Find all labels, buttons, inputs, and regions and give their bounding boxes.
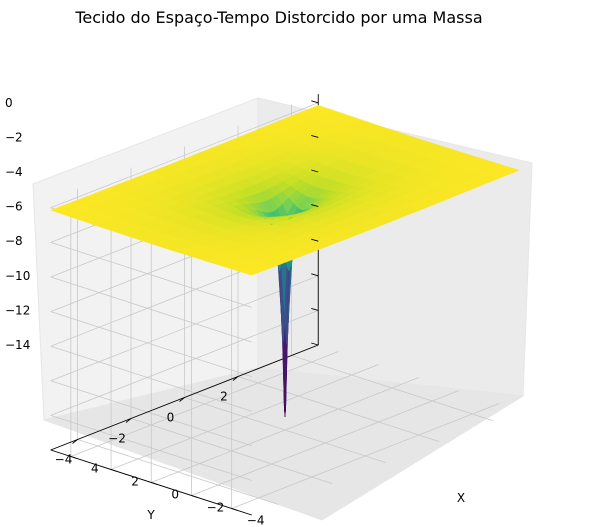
x-tick-mark	[191, 495, 198, 498]
grid-line	[50, 242, 252, 308]
grid-line	[70, 351, 339, 457]
z-tick-label: −6	[5, 200, 23, 214]
grid-line	[50, 345, 252, 412]
grid-line	[291, 355, 493, 421]
grid-line	[50, 310, 319, 416]
grid-line	[110, 364, 379, 470]
x-axis-label: X	[457, 491, 465, 505]
grid-lines	[50, 102, 500, 516]
z-tick-label: −8	[5, 234, 23, 248]
x-tick-mark	[231, 508, 238, 511]
z-tick-label: −14	[5, 338, 30, 352]
z-tick-mark	[311, 273, 319, 277]
z-tick-mark	[311, 134, 319, 138]
z-tick-label: −2	[5, 130, 23, 144]
x-tick-mark	[151, 482, 158, 485]
grid-line	[50, 311, 252, 377]
z-tick-mark	[311, 238, 319, 242]
y-tick-mark	[125, 418, 132, 423]
z-tick-mark	[311, 100, 319, 104]
chart-title: Tecido do Espaço-Tempo Distorcido por um…	[74, 8, 482, 27]
y-tick-mark	[232, 376, 239, 381]
grid-line	[184, 397, 386, 463]
z-tick-label: −12	[5, 303, 30, 317]
z-tick-mark	[311, 342, 319, 346]
x-tick-mark	[110, 469, 118, 472]
y-tick-label: −4	[55, 453, 73, 467]
z-tick-mark	[311, 204, 319, 208]
grid-line	[50, 275, 319, 382]
grid-line	[50, 415, 252, 481]
z-tick-label: 0	[5, 96, 13, 110]
y-tick-mark	[72, 439, 78, 444]
x-tick-mark	[70, 456, 77, 459]
grid-line	[50, 276, 252, 343]
grid-line	[237, 376, 440, 442]
x-tick-label: −2	[207, 501, 225, 515]
z-tick-label: −10	[5, 269, 30, 283]
surface-plot	[50, 104, 520, 417]
z-tick-label: −4	[5, 165, 23, 179]
z-tick-mark	[311, 169, 319, 173]
grid-line	[50, 102, 319, 209]
x-tick-label: 0	[171, 488, 179, 502]
z-tick-mark	[311, 307, 319, 311]
x-tick-label: 2	[131, 475, 139, 489]
y-tick-label: 0	[167, 411, 175, 425]
y-tick-mark	[179, 397, 185, 402]
grid-line	[50, 380, 252, 447]
y-axis-label: Y	[146, 508, 155, 522]
surface-patch	[480, 164, 520, 180]
x-tick-label: −4	[247, 514, 265, 527]
y-tick-label: −2	[108, 432, 126, 446]
x-tick-label: 4	[91, 462, 99, 476]
tick-marks: −4 −2 0 2 4 −4 −2 0 2 0 −2 −4 −6 −8 −10 −12 −14	[5, 96, 319, 527]
y-tick-label: 2	[220, 390, 228, 404]
